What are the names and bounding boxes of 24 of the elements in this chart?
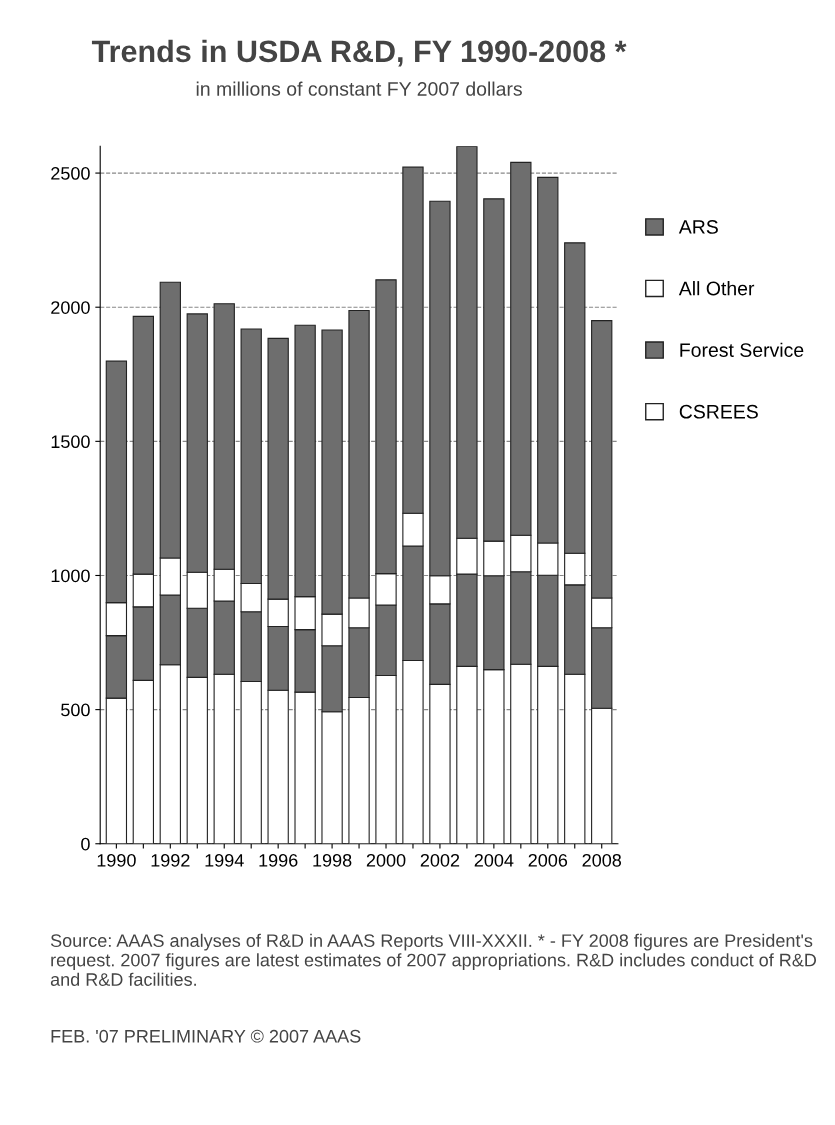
y-tick-label: 2000 <box>51 301 90 314</box>
x-tick-label: 2000 <box>366 853 406 867</box>
y-tick-label: 2500 <box>51 167 90 180</box>
legend-label: All Other <box>678 281 755 296</box>
x-tick-label: 1990 <box>97 853 136 867</box>
legend-label: CSREES <box>679 404 758 419</box>
x-tick-label: 2006 <box>528 853 568 867</box>
source-note: Source: AAAS analyses of R&D in AAAS Reports VIII-XXXII. * - FY 2008 figures are President's request. 2007 figures are latest estimates of 2007 appropriations. R&D includes conduct of R&D and R&D facilities. <box>50 933 817 986</box>
chart-title: Trends in USDA R&D, FY 1990-2008 * <box>91 39 627 67</box>
chart-subtitle: in millions of constant FY 2007 dollars <box>196 81 522 96</box>
x-tick-label: 1994 <box>205 853 244 867</box>
legend-label: ARS <box>678 220 718 234</box>
y-tick-label: 500 <box>61 703 90 717</box>
legend-label: Forest Service <box>680 342 804 357</box>
x-tick-label: 1996 <box>259 853 298 867</box>
x-tick-label: 2008 <box>582 853 622 867</box>
y-tick-label: 1000 <box>51 569 90 583</box>
y-tick-label: 0 <box>81 837 90 851</box>
x-tick-label: 1998 <box>313 853 352 867</box>
x-tick-label: 2002 <box>420 853 460 867</box>
x-tick-label: 2004 <box>474 853 514 867</box>
y-tick-label: 1500 <box>51 435 90 449</box>
x-tick-label: 1992 <box>151 853 190 867</box>
text: FEB. '07 PRELIMINARY © 2007 AAAS <box>51 1029 361 1043</box>
